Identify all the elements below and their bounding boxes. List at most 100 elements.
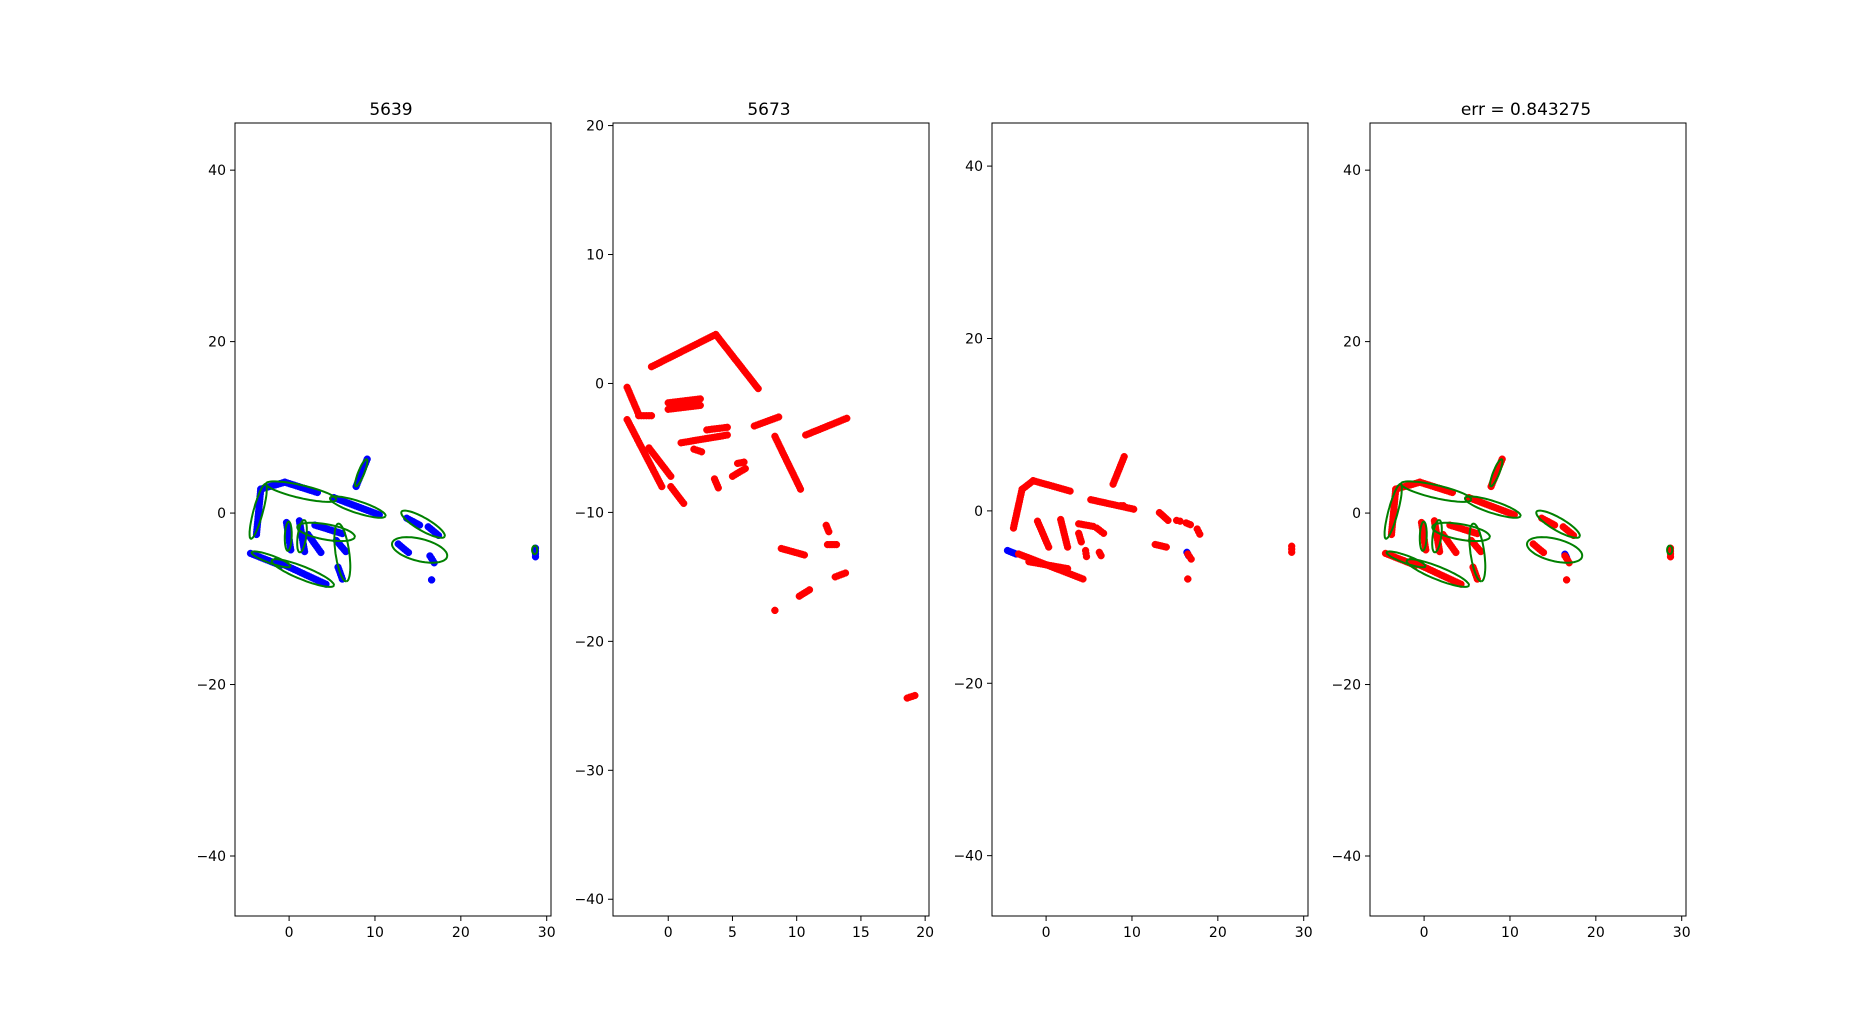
data-point — [1119, 502, 1128, 510]
y-tick-label: −40 — [1331, 849, 1361, 865]
data-point — [697, 448, 706, 456]
axes-frame — [1369, 122, 1687, 917]
data-point — [404, 548, 413, 557]
covariance-ellipse — [390, 536, 449, 564]
data-point — [1120, 452, 1128, 461]
x-tick-label: 0 — [285, 925, 294, 941]
data-point — [911, 691, 919, 700]
y-tick-label: 10 — [586, 248, 604, 264]
data-point — [667, 472, 675, 480]
axes-frame — [612, 122, 930, 917]
covariance-ellipse — [1383, 483, 1403, 540]
data-point — [647, 412, 656, 420]
covariance-ellipse — [400, 509, 446, 539]
y-tick-label: −40 — [196, 849, 226, 865]
data-point — [1097, 552, 1105, 560]
data-point — [1079, 575, 1087, 583]
data-point — [1077, 538, 1085, 546]
data-point — [1187, 555, 1195, 563]
data-point — [1164, 516, 1172, 525]
data-point — [696, 401, 704, 410]
y-tick-label: −20 — [1331, 678, 1361, 694]
data-point — [1186, 521, 1195, 529]
data-point — [1288, 548, 1296, 556]
y-tick-label: −40 — [953, 849, 983, 865]
y-tick-label: 0 — [595, 376, 604, 392]
y-tick-label: −30 — [574, 763, 604, 779]
x-tick-label: 30 — [1673, 925, 1691, 941]
y-tick-label: −20 — [953, 676, 983, 692]
data-point — [775, 413, 783, 421]
data-point — [754, 384, 762, 393]
x-tick-label: 10 — [1123, 925, 1141, 941]
x-tick-label: 5 — [728, 925, 737, 941]
subplot-4-title: err = 0.843275 — [1461, 100, 1591, 120]
y-tick-label: 40 — [208, 163, 226, 179]
x-tick-label: 10 — [788, 925, 806, 941]
covariance-ellipse — [1666, 544, 1674, 556]
y-tick-label: −40 — [574, 892, 604, 908]
x-tick-label: 10 — [1501, 925, 1519, 941]
covariance-ellipse — [333, 522, 352, 583]
data-point — [805, 586, 814, 594]
subplot-2-title: 5673 — [747, 100, 790, 120]
x-tick-label: 0 — [664, 925, 673, 941]
data-point — [1082, 552, 1091, 561]
data-point — [427, 576, 436, 584]
data-point — [841, 569, 850, 577]
covariance-ellipse — [283, 520, 293, 552]
data-point — [740, 458, 748, 466]
covariance-ellipse — [1525, 536, 1584, 564]
data-point — [1130, 505, 1138, 513]
x-tick-label: 30 — [1295, 925, 1313, 941]
covariance-ellipse — [1464, 495, 1522, 519]
subplot-4: err = 0.843275 0 10 20 30 −40 −20 0 20 40 — [1331, 100, 1690, 941]
data-point — [741, 464, 749, 473]
covariance-ellipse — [296, 519, 308, 554]
x-tick-label: 20 — [1587, 925, 1605, 941]
data-point — [1063, 543, 1072, 551]
y-tick-label: 0 — [1352, 506, 1361, 522]
data-point — [415, 521, 424, 529]
data-point — [1063, 564, 1072, 573]
y-tick-label: 20 — [208, 335, 226, 351]
covariance-ellipse — [354, 458, 369, 488]
x-tick-label: 0 — [1420, 925, 1429, 941]
axes-frame — [234, 122, 552, 917]
data-point — [658, 482, 666, 491]
data-point — [800, 551, 809, 559]
data-point — [1162, 543, 1170, 551]
data-point — [825, 528, 833, 536]
subplot-1-title: 5639 — [369, 100, 412, 120]
covariance-ellipse — [1468, 522, 1487, 583]
data-point — [1196, 530, 1204, 538]
covariance-ellipse — [265, 480, 338, 503]
data-point — [317, 548, 325, 557]
covariance-ellipse — [1400, 480, 1473, 503]
x-tick-label: 30 — [538, 925, 556, 941]
plot-area — [246, 455, 540, 588]
subplot-3: 0 10 20 30 −40 −20 0 20 40 — [953, 122, 1313, 941]
data-point — [771, 606, 779, 615]
plot-area — [623, 330, 919, 702]
data-point — [696, 395, 704, 403]
covariance-ellipse — [531, 544, 539, 556]
y-tick-label: −20 — [574, 634, 604, 650]
data-point — [723, 431, 731, 439]
data-point — [680, 499, 688, 508]
y-tick-label: 20 — [965, 331, 983, 347]
data-point — [1184, 575, 1192, 583]
subplot-1: 5639 0 10 20 30 −40 −20 0 20 40 — [196, 100, 555, 941]
data-point — [796, 485, 805, 493]
y-tick-label: −20 — [196, 678, 226, 694]
x-tick-label: 20 — [1209, 925, 1227, 941]
y-tick-label: 20 — [586, 119, 604, 135]
data-point — [1452, 548, 1460, 557]
data-point — [1562, 576, 1571, 584]
data-point — [1099, 529, 1108, 537]
subplot-2: 5673 0 5 10 15 20 −40 −30 −20 −10 0 10 20 — [574, 100, 934, 941]
data-point — [723, 423, 731, 431]
data-point — [1045, 543, 1053, 551]
data-point — [843, 414, 851, 422]
